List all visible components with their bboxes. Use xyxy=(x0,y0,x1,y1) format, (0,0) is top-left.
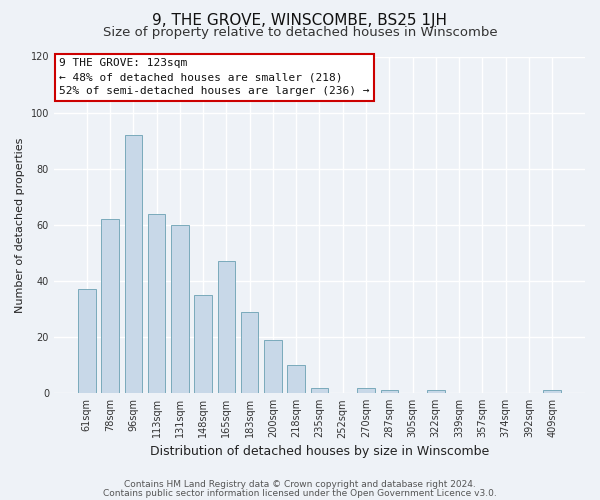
Text: Size of property relative to detached houses in Winscombe: Size of property relative to detached ho… xyxy=(103,26,497,39)
Bar xyxy=(357,388,375,393)
Bar xyxy=(101,219,119,393)
Text: 9 THE GROVE: 123sqm
← 48% of detached houses are smaller (218)
52% of semi-detac: 9 THE GROVE: 123sqm ← 48% of detached ho… xyxy=(59,58,370,96)
Bar xyxy=(287,365,305,393)
Bar xyxy=(544,390,561,393)
Bar xyxy=(171,225,188,393)
Bar xyxy=(241,312,259,393)
Bar xyxy=(427,390,445,393)
Bar xyxy=(125,135,142,393)
Bar xyxy=(380,390,398,393)
Bar xyxy=(264,340,281,393)
Text: 9, THE GROVE, WINSCOMBE, BS25 1JH: 9, THE GROVE, WINSCOMBE, BS25 1JH xyxy=(152,12,448,28)
Y-axis label: Number of detached properties: Number of detached properties xyxy=(15,137,25,312)
Text: Contains HM Land Registry data © Crown copyright and database right 2024.: Contains HM Land Registry data © Crown c… xyxy=(124,480,476,489)
Text: Contains public sector information licensed under the Open Government Licence v3: Contains public sector information licen… xyxy=(103,488,497,498)
X-axis label: Distribution of detached houses by size in Winscombe: Distribution of detached houses by size … xyxy=(150,444,489,458)
Bar xyxy=(78,290,95,393)
Bar xyxy=(194,295,212,393)
Bar xyxy=(148,214,166,393)
Bar xyxy=(311,388,328,393)
Bar xyxy=(218,262,235,393)
